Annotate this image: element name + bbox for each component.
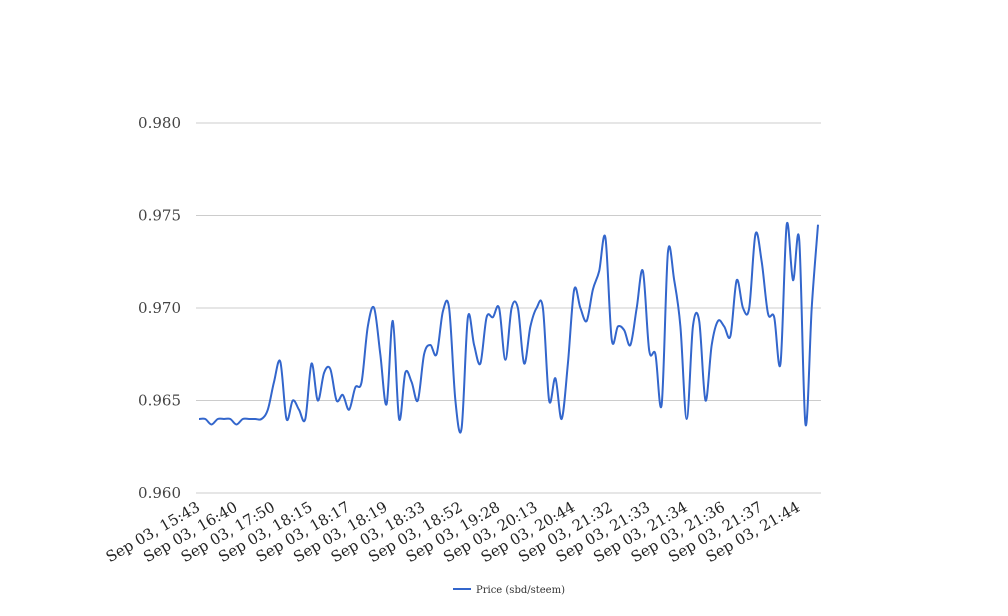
y-tick-label: 0.965 bbox=[138, 392, 181, 410]
y-tick-label: 0.980 bbox=[138, 114, 181, 132]
y-tick-label: 0.960 bbox=[138, 484, 181, 502]
gridlines bbox=[196, 122, 821, 494]
y-tick-label: 0.970 bbox=[138, 299, 181, 317]
legend[interactable]: Price (sbd/steem) bbox=[453, 585, 565, 596]
legend-label: Price (sbd/steem) bbox=[476, 585, 565, 596]
series-layer bbox=[198, 221, 819, 434]
y-axis: 0.960 0.965 0.970 0.975 0.980 bbox=[138, 114, 181, 502]
series-line-price[interactable] bbox=[198, 221, 819, 434]
y-tick-label: 0.975 bbox=[138, 207, 181, 225]
